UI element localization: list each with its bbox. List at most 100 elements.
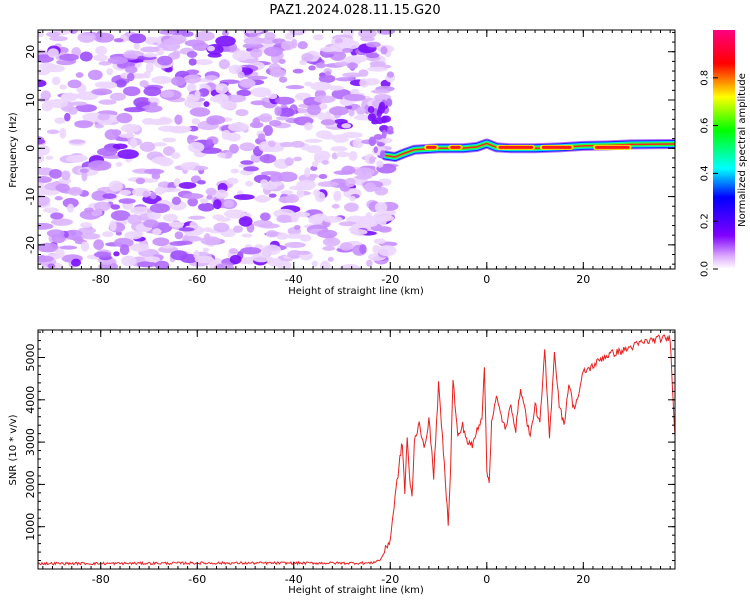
spectrogram-noise-blob [214,189,229,199]
spectrogram-x-axis: -80 -60 -40 -20 0 20 [42,30,671,286]
spectrogram-noise-blob [38,153,45,163]
spectrogram-noise-blob [344,177,356,188]
spectrogram-noise-blob [48,169,63,179]
spectrogram-noise-blob [312,34,324,41]
snr-frame [37,329,676,570]
spectrogram-noise-blob [84,207,94,213]
spectrogram-noise-blob [136,261,157,268]
spectrogram-noise-blob [69,101,88,106]
spectrogram-noise-blob [252,117,261,128]
spectrogram-noise-blob [122,86,141,97]
spectrogram-noise-blob [335,151,350,158]
spectrogram-noise-blob [341,123,352,129]
spectrogram-noise-blob [334,61,350,67]
spectrogram-noise-blob [224,209,246,219]
snr-x-tick-label: -40 [285,573,303,586]
spectrogram-noise-blob [218,58,230,70]
spectrogram-noise-blob [94,90,107,96]
colorbar-tick-label: 0.8 [700,70,711,86]
spectrogram-noise-blob [144,256,160,263]
spectrogram-noise-blob [188,141,205,153]
spectrogram-noise-blob [310,81,332,91]
spectrogram-noise-blob [38,222,54,230]
spectrogram-noise-blob [121,255,137,267]
spectrogram-noise-blob [209,95,225,103]
spectrogram-transition-blob [367,113,377,122]
spectrogram-noise-blob [152,142,167,147]
spectrogram-noise-blob [236,89,252,97]
spectrogram-noise-blob [79,168,89,174]
spectrogram-noise-blob [304,81,313,87]
spectrogram-noise-blob [292,211,311,218]
spectrogram-noise-blob [192,42,210,52]
spectrogram-noise-blob [318,116,338,121]
spectrogram-noise-blob [151,76,173,85]
spectrogram-noise-blob [69,139,85,144]
spectrogram-noise-blob [38,79,47,88]
spectrogram-noise-blob [262,244,281,255]
spectrogram-noise-blob [154,186,166,195]
spectrogram-noise-blob [145,62,154,73]
spectrogram-track-hot-red [498,145,534,149]
spectrogram-noise-blob [285,193,300,203]
spectrogram-noise-blob [339,185,351,192]
spectrogram-noise-blob [344,202,359,212]
spectrogram-noise-blob [200,236,221,246]
spectrogram-noise-blob [142,190,150,198]
spectrogram-noise-blob [191,118,201,125]
spectrogram-noise-blob [297,41,308,50]
spectrogram-noise-blob [213,199,222,210]
spectrogram-noise-blob [374,201,388,213]
spectrogram-noise-blob [139,141,156,152]
spectrogram-noise-blob [143,219,159,228]
spectrogram-noise-blob [186,134,195,145]
spectrogram-noise-blob [59,127,67,139]
spectrogram-x-tick-label: -60 [188,273,206,286]
spectrogram-noise-blob [207,52,222,58]
snr-x-label: Height of straight line (km) [288,585,424,596]
spectrogram-noise-blob [238,216,253,227]
spectrogram-noise-blob [120,123,141,133]
spectrogram-noise-blob [304,138,323,143]
spectrogram-noise-blob [278,76,288,83]
spectrogram-noise-blob [355,175,372,180]
spectrogram-noise-blob [186,93,197,104]
spectrogram-noise-blob [260,179,268,185]
spectrogram-noise-blob [94,81,110,88]
spectrogram-noise-blob [269,119,282,127]
spectrogram-noise-blob [54,196,63,201]
spectrogram-noise-blob [348,151,358,161]
spectrogram-transition-blob [378,101,386,110]
spectrogram-noise-blob [54,117,66,124]
spectrogram-noise-blob [114,79,127,88]
spectrogram-noise-blob [341,48,353,53]
spectrogram-transition-blob [376,109,383,118]
spectrogram-noise-blob [225,150,233,159]
spectrogram-noise-blob [376,30,396,35]
spectrogram-noise-blob [265,230,279,238]
spectrogram-noise-blob [193,250,200,259]
spectrogram-noise-blob [55,183,70,192]
spectrogram-noise-blob [186,51,198,58]
snr-y-axis: 1000 2000 3000 4000 5000 [24,331,675,570]
spectrogram-noise-blob [38,68,50,76]
spectrogram-noise-blob [130,243,150,252]
spectrogram-noise-blob [277,107,295,118]
spectrogram-transition-blob [379,124,389,133]
spectrogram-noise-blob [93,251,112,258]
spectrogram-noise-blob [70,258,82,267]
spectrogram-noise-blob [320,119,336,126]
spectrogram-noise-blob [93,239,104,250]
spectrogram-noise-blob [197,202,215,212]
spectrogram-noise-blob [144,168,165,175]
spectrogram-noise-blob [182,193,204,200]
spectrogram-noise-blob [80,222,93,228]
spectrogram-noise-blob [335,77,355,82]
colorbar-tick-label: 0.4 [700,165,711,181]
spectrogram-noise-blob [49,36,68,42]
spectrogram-noise-blob [178,182,197,189]
spectrogram-noise-blob [285,84,305,90]
spectrogram-noise-blob [39,62,57,71]
spectrogram-noise-blob [263,46,283,57]
